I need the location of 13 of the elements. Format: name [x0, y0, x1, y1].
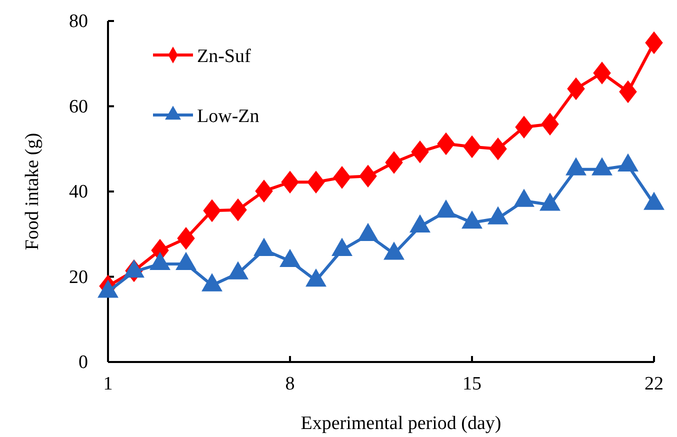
legend-label: Low-Zn [197, 106, 260, 127]
x-tick-label: 22 [644, 373, 664, 394]
y-tick-label: 0 [78, 352, 88, 374]
y-tick-label: 20 [69, 266, 88, 288]
y-tick-label: 40 [69, 182, 88, 203]
y-tick-label: 60 [69, 96, 88, 118]
x-tick-label: 8 [285, 373, 295, 394]
x-tick-label: 1 [103, 373, 113, 394]
y-axis-title: Food intake (g) [22, 132, 43, 250]
x-axis-title: Experimental period (day) [300, 413, 502, 434]
x-tick-label: 15 [462, 373, 482, 394]
y-tick-label: 80 [69, 11, 88, 32]
legend-label: Zn-Suf [197, 46, 252, 67]
